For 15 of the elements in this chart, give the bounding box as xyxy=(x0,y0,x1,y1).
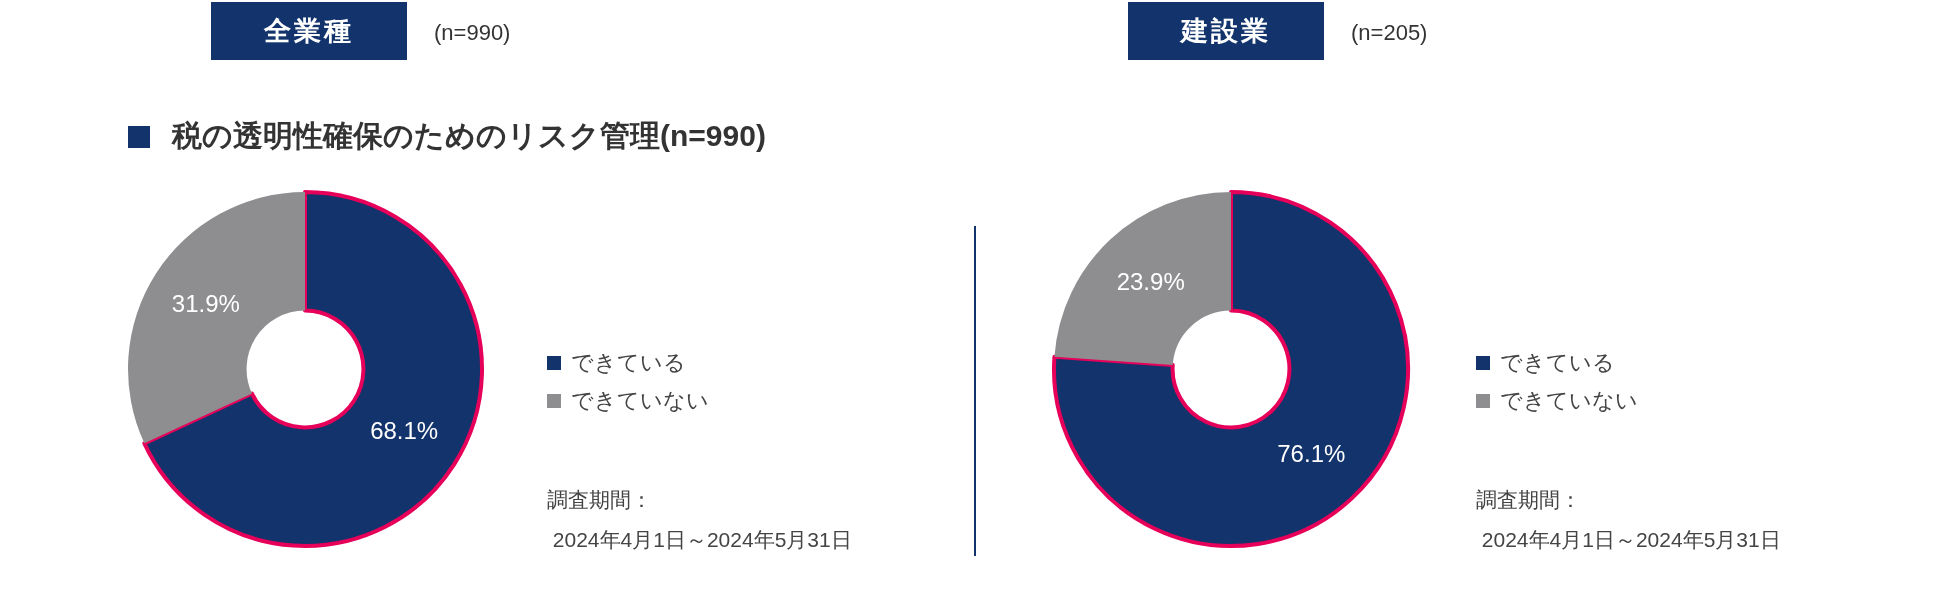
data-label: 76.1% xyxy=(1277,439,1346,467)
legend-label: できている xyxy=(1500,349,1615,377)
text: 調査期間： 2024年4月1日～2024年5月31日 xyxy=(547,487,852,553)
chart-title: 全業種 xyxy=(211,2,407,60)
text: 調査期間： 2024年4月1日～2024年5月31日 xyxy=(1476,487,1781,553)
data-label: 31.9% xyxy=(171,290,240,318)
legend-label: できていない xyxy=(571,387,709,415)
legend-label: できている xyxy=(571,349,686,377)
text: (n=990) xyxy=(434,20,511,46)
data-label: 68.1% xyxy=(370,417,439,445)
text: (n=205) xyxy=(1351,20,1428,46)
chart-subtitle: 税の透明性確保のためのリスク管理(n=990) xyxy=(172,118,766,154)
data-label: 23.9% xyxy=(1116,267,1185,295)
chart-title: 建設業 xyxy=(1128,2,1324,60)
legend-label: できていない xyxy=(1500,387,1638,415)
